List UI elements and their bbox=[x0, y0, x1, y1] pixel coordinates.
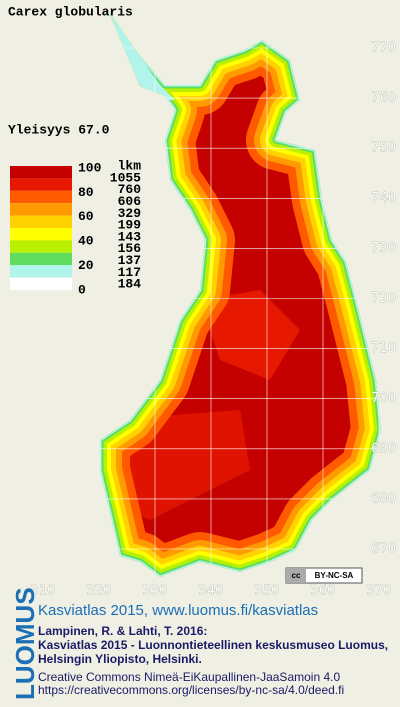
logo: LUOMUS bbox=[10, 587, 40, 700]
legend-swatch bbox=[10, 265, 72, 278]
y-tick-label: 680 bbox=[371, 491, 396, 506]
x-tick-label: 330 bbox=[143, 584, 168, 599]
legend-scale-label: 40 bbox=[78, 234, 94, 249]
legend-scale-label: 100 bbox=[78, 160, 102, 175]
legend-count: 760 bbox=[118, 182, 142, 197]
citation-line: Lampinen, R. & Lahti, T. 2016: bbox=[38, 624, 207, 638]
map: 770 760 750 740 730 720 710 700 690 680 670 310 320 3… bbox=[30, 10, 396, 599]
legend-count: 329 bbox=[118, 206, 142, 221]
x-tick-label: 320 bbox=[87, 584, 112, 599]
legend-swatch bbox=[10, 277, 72, 290]
badge-icon: cc bbox=[292, 571, 301, 580]
legend-swatch bbox=[10, 190, 72, 204]
citation-line: Helsingin Yliopisto, Helsinki. bbox=[38, 652, 202, 666]
x-tick-label: 340 bbox=[199, 584, 224, 599]
legend-swatch bbox=[10, 215, 72, 228]
footer: Lampinen, R. & Lahti, T. 2016:Kasviatlas… bbox=[38, 624, 388, 697]
legend-count: 184 bbox=[118, 277, 142, 292]
x-tick-label: 360 bbox=[311, 584, 336, 599]
legend-count: 1055 bbox=[110, 170, 141, 185]
legend-count: 143 bbox=[118, 229, 142, 244]
legend-swatch bbox=[10, 228, 72, 241]
y-tick-label: 740 bbox=[371, 191, 396, 206]
legend-count-header: lkm bbox=[118, 158, 142, 173]
y-tick-label: 690 bbox=[371, 441, 396, 456]
y-tick-label: 700 bbox=[371, 391, 396, 406]
y-tick-label: 770 bbox=[371, 41, 396, 56]
license-line: Creative Commons Nimeä-EiKaupallinen-Jaa… bbox=[38, 670, 340, 684]
y-tick-label: 760 bbox=[371, 91, 396, 106]
map-patch bbox=[200, 290, 300, 380]
badge-icon-bg bbox=[286, 568, 306, 583]
license-badge: cc BY-NC-SA bbox=[285, 567, 363, 584]
legend-scale-label: 60 bbox=[78, 209, 94, 224]
x-tick-label: 370 bbox=[367, 584, 392, 599]
footer-headline: Kasviatlas 2015, www.luomus.fi/kasviatla… bbox=[38, 602, 318, 619]
legend-count: 137 bbox=[118, 253, 141, 268]
legend-swatch bbox=[10, 240, 72, 253]
y-tick-label: 720 bbox=[371, 291, 396, 306]
y-tick-label: 710 bbox=[371, 341, 396, 356]
map-fill bbox=[100, 10, 381, 577]
legend-count: 117 bbox=[118, 265, 141, 280]
license-line: https://creativecommons.org/licenses/by-… bbox=[38, 683, 344, 697]
frequency: Yleisyys 67.0 bbox=[8, 122, 110, 137]
legend-swatch bbox=[10, 203, 72, 216]
badge-label: BY-NC-SA bbox=[315, 571, 354, 580]
legend-scale-label: 0 bbox=[78, 282, 86, 297]
y-tick-label: 670 bbox=[371, 542, 396, 557]
legend-count: 606 bbox=[118, 194, 142, 209]
y-tick-label: 750 bbox=[371, 141, 396, 156]
x-tick-label: 350 bbox=[255, 584, 280, 599]
legend-scale-label: 20 bbox=[78, 258, 94, 273]
legend-scale-label: 80 bbox=[78, 185, 94, 200]
legend-swatch bbox=[10, 252, 72, 266]
map-band bbox=[100, 10, 381, 577]
x-tick-label: 310 bbox=[31, 584, 56, 599]
legend-count: 199 bbox=[118, 218, 142, 233]
legend-count: 156 bbox=[118, 241, 142, 256]
y-tick-label: 730 bbox=[371, 241, 396, 256]
citation-line: Kasviatlas 2015 - Luonnontieteellinen ke… bbox=[38, 638, 388, 652]
legend-swatch bbox=[10, 178, 72, 191]
species-title: Carex globularis bbox=[8, 4, 133, 19]
legend-swatch bbox=[10, 166, 72, 179]
